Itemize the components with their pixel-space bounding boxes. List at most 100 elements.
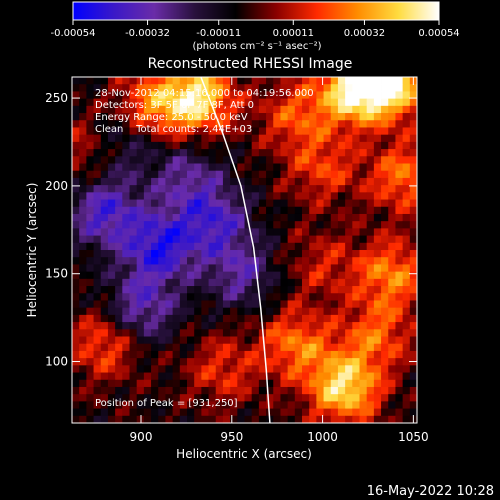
heatmap-cell bbox=[136, 156, 145, 164]
heatmap-cell bbox=[222, 300, 231, 309]
heatmap-cell bbox=[337, 372, 346, 381]
heatmap-cell bbox=[244, 343, 253, 352]
heatmap-cell bbox=[352, 379, 360, 388]
heatmap-cell bbox=[366, 91, 375, 100]
heatmap-cell bbox=[107, 401, 116, 409]
heatmap-cell bbox=[409, 206, 417, 215]
heatmap-cell bbox=[208, 127, 217, 136]
heatmap-cell bbox=[402, 343, 411, 352]
heatmap-cell bbox=[172, 242, 181, 251]
heatmap-cell bbox=[302, 192, 310, 200]
heatmap-cell bbox=[115, 192, 123, 200]
heatmap-cell bbox=[409, 213, 417, 222]
heatmap-cell bbox=[100, 408, 109, 417]
heatmap-cell bbox=[287, 141, 296, 150]
heatmap-cell bbox=[122, 235, 130, 244]
heatmap-cell bbox=[244, 134, 253, 143]
heatmap-cell bbox=[316, 149, 324, 157]
heatmap-cell bbox=[100, 120, 109, 128]
heatmap-cell bbox=[409, 185, 417, 193]
heatmap-cell bbox=[72, 235, 80, 244]
heatmap-cell bbox=[309, 322, 317, 330]
heatmap-cell bbox=[273, 77, 281, 85]
heatmap-cell bbox=[345, 336, 353, 345]
heatmap-cell bbox=[187, 235, 195, 244]
heatmap-cell bbox=[366, 264, 375, 273]
heatmap-cell bbox=[158, 293, 166, 301]
heatmap-cell bbox=[395, 170, 404, 179]
heatmap-cell bbox=[86, 235, 94, 244]
heatmap-cell bbox=[409, 350, 417, 359]
heatmap-cell bbox=[179, 358, 188, 366]
heatmap-cell bbox=[129, 192, 138, 200]
heatmap-cell bbox=[100, 105, 109, 114]
heatmap-cell bbox=[409, 401, 417, 409]
heatmap-cell bbox=[258, 199, 267, 208]
heatmap-cell bbox=[258, 170, 267, 179]
heatmap-cell bbox=[302, 105, 310, 114]
heatmap-cell bbox=[72, 336, 80, 345]
heatmap-cell bbox=[107, 322, 116, 330]
heatmap-cell bbox=[172, 141, 181, 150]
heatmap-cell bbox=[201, 394, 209, 402]
heatmap-cell bbox=[273, 264, 281, 273]
heatmap-cell bbox=[86, 163, 94, 172]
heatmap-cell bbox=[86, 120, 94, 128]
heatmap-cell bbox=[395, 156, 404, 164]
heatmap-cell bbox=[330, 149, 339, 157]
heatmap-cell bbox=[172, 213, 181, 222]
x-tick-label: 1000 bbox=[307, 430, 338, 444]
heatmap-cell bbox=[143, 177, 152, 186]
heatmap-cell bbox=[172, 221, 181, 229]
heatmap-cell bbox=[316, 213, 324, 222]
heatmap-cell bbox=[86, 300, 94, 309]
heatmap-cell bbox=[215, 415, 224, 423]
heatmap-cell bbox=[316, 401, 324, 409]
heatmap-cell bbox=[359, 372, 368, 381]
heatmap-cell bbox=[244, 156, 253, 164]
heatmap-cell bbox=[72, 314, 80, 323]
heatmap-cell bbox=[294, 113, 303, 121]
heatmap-cell bbox=[373, 257, 382, 265]
heatmap-cell bbox=[366, 206, 375, 215]
heatmap-cell bbox=[373, 91, 382, 100]
heatmap-cell bbox=[323, 206, 332, 215]
heatmap-cell bbox=[79, 199, 87, 208]
heatmap-cell bbox=[215, 185, 224, 193]
heatmap-cell bbox=[316, 271, 324, 280]
heatmap-cell bbox=[222, 127, 231, 136]
x-axis-ticks bbox=[140, 77, 414, 423]
heatmap-cell bbox=[143, 84, 152, 92]
heatmap-cell bbox=[122, 314, 130, 323]
heatmap-cell bbox=[381, 300, 389, 309]
heatmap-cell bbox=[345, 120, 353, 128]
heatmap-cell bbox=[287, 343, 296, 352]
heatmap-cell bbox=[215, 293, 224, 301]
heatmap-cell bbox=[237, 170, 245, 179]
heatmap-cell bbox=[409, 84, 417, 92]
heatmap-cell bbox=[345, 358, 353, 366]
heatmap-cell bbox=[402, 350, 411, 359]
heatmap-cell bbox=[316, 113, 324, 121]
heatmap-cell bbox=[244, 127, 253, 136]
heatmap-cell bbox=[230, 192, 238, 200]
heatmap-cell bbox=[323, 120, 332, 128]
heatmap-cell bbox=[72, 250, 80, 258]
heatmap-cell bbox=[93, 221, 102, 229]
heatmap-cell bbox=[122, 213, 130, 222]
heatmap-cell bbox=[366, 163, 375, 172]
heatmap-cell bbox=[409, 127, 417, 136]
heatmap-cell bbox=[136, 149, 145, 157]
heatmap-cell bbox=[165, 329, 174, 337]
heatmap-cell bbox=[158, 250, 166, 258]
heatmap-cell bbox=[352, 77, 360, 85]
heatmap-cell bbox=[222, 286, 231, 294]
heatmap-cell bbox=[330, 343, 339, 352]
heatmap-cell bbox=[366, 257, 375, 265]
heatmap-cell bbox=[316, 293, 324, 301]
heatmap-cell bbox=[323, 408, 332, 417]
heatmap-cell bbox=[345, 379, 353, 388]
heatmap-cell bbox=[136, 264, 145, 273]
heatmap-cell bbox=[107, 170, 116, 179]
heatmap-cell bbox=[122, 329, 130, 337]
